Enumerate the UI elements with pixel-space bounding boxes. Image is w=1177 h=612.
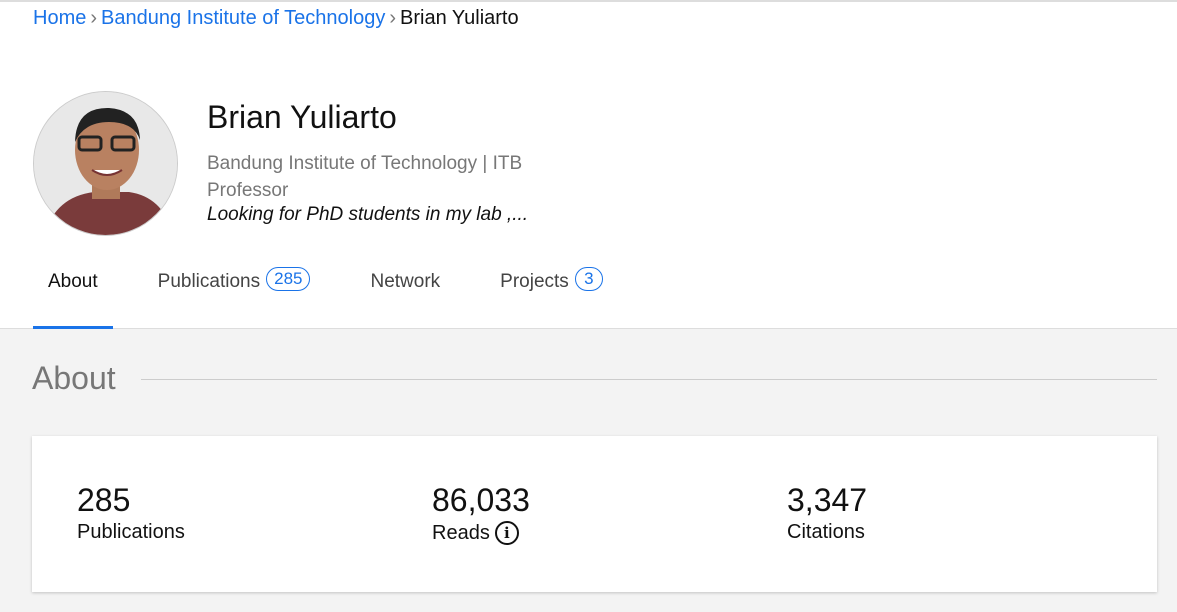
stats-card: 285 Publications 86,033 Reads i 3,347 Cit…: [32, 436, 1157, 592]
chevron-right-icon: ›: [389, 7, 396, 29]
profile-position: Professor: [207, 180, 289, 201]
tab-label: Network: [370, 271, 441, 292]
stat-label: Citations: [787, 521, 865, 543]
profile-tabs: About Publications 285 Network Projects 3: [33, 264, 648, 329]
tab-label: Publications: [157, 271, 261, 292]
count-badge: 3: [574, 267, 603, 291]
avatar: [33, 91, 178, 236]
stat-value: 3,347: [787, 482, 868, 518]
stat-label: Reads: [432, 521, 490, 544]
profile-name: Brian Yuliarto: [207, 99, 397, 135]
chevron-right-icon: ›: [90, 7, 98, 29]
breadcrumb-home[interactable]: Home: [33, 7, 87, 29]
tab-publications[interactable]: Publications 285: [143, 264, 326, 329]
breadcrumb-current: Brian Yuliarto: [400, 7, 519, 29]
tab-projects[interactable]: Projects 3: [485, 264, 618, 329]
breadcrumb: Home › Bandung Institute of Technology ›…: [33, 7, 519, 30]
stat-reads: 86,033 Reads i: [432, 482, 530, 545]
stat-value: 285: [77, 482, 131, 518]
profile-header: Home › Bandung Institute of Technology ›…: [0, 0, 1177, 329]
stat-publications: 285 Publications: [77, 482, 185, 544]
profile-affiliation: Bandung Institute of Technology | ITB Pr…: [207, 150, 522, 204]
section-title: About: [32, 360, 116, 396]
profile-bio: Looking for PhD students in my lab ,...: [207, 204, 529, 225]
count-badge: 285: [266, 267, 311, 291]
tab-label: About: [48, 271, 98, 292]
stat-value: 86,033: [432, 482, 530, 518]
section-divider: [141, 379, 1157, 380]
breadcrumb-institution[interactable]: Bandung Institute of Technology: [101, 7, 386, 29]
tab-label: Projects: [500, 271, 569, 292]
stat-label: Publications: [77, 521, 185, 543]
tab-about[interactable]: About: [33, 264, 113, 329]
info-icon[interactable]: i: [494, 521, 519, 545]
stat-citations: 3,347 Citations: [787, 482, 867, 544]
tab-network[interactable]: Network: [355, 264, 455, 329]
profile-institution[interactable]: Bandung Institute of Technology | ITB: [207, 153, 523, 174]
